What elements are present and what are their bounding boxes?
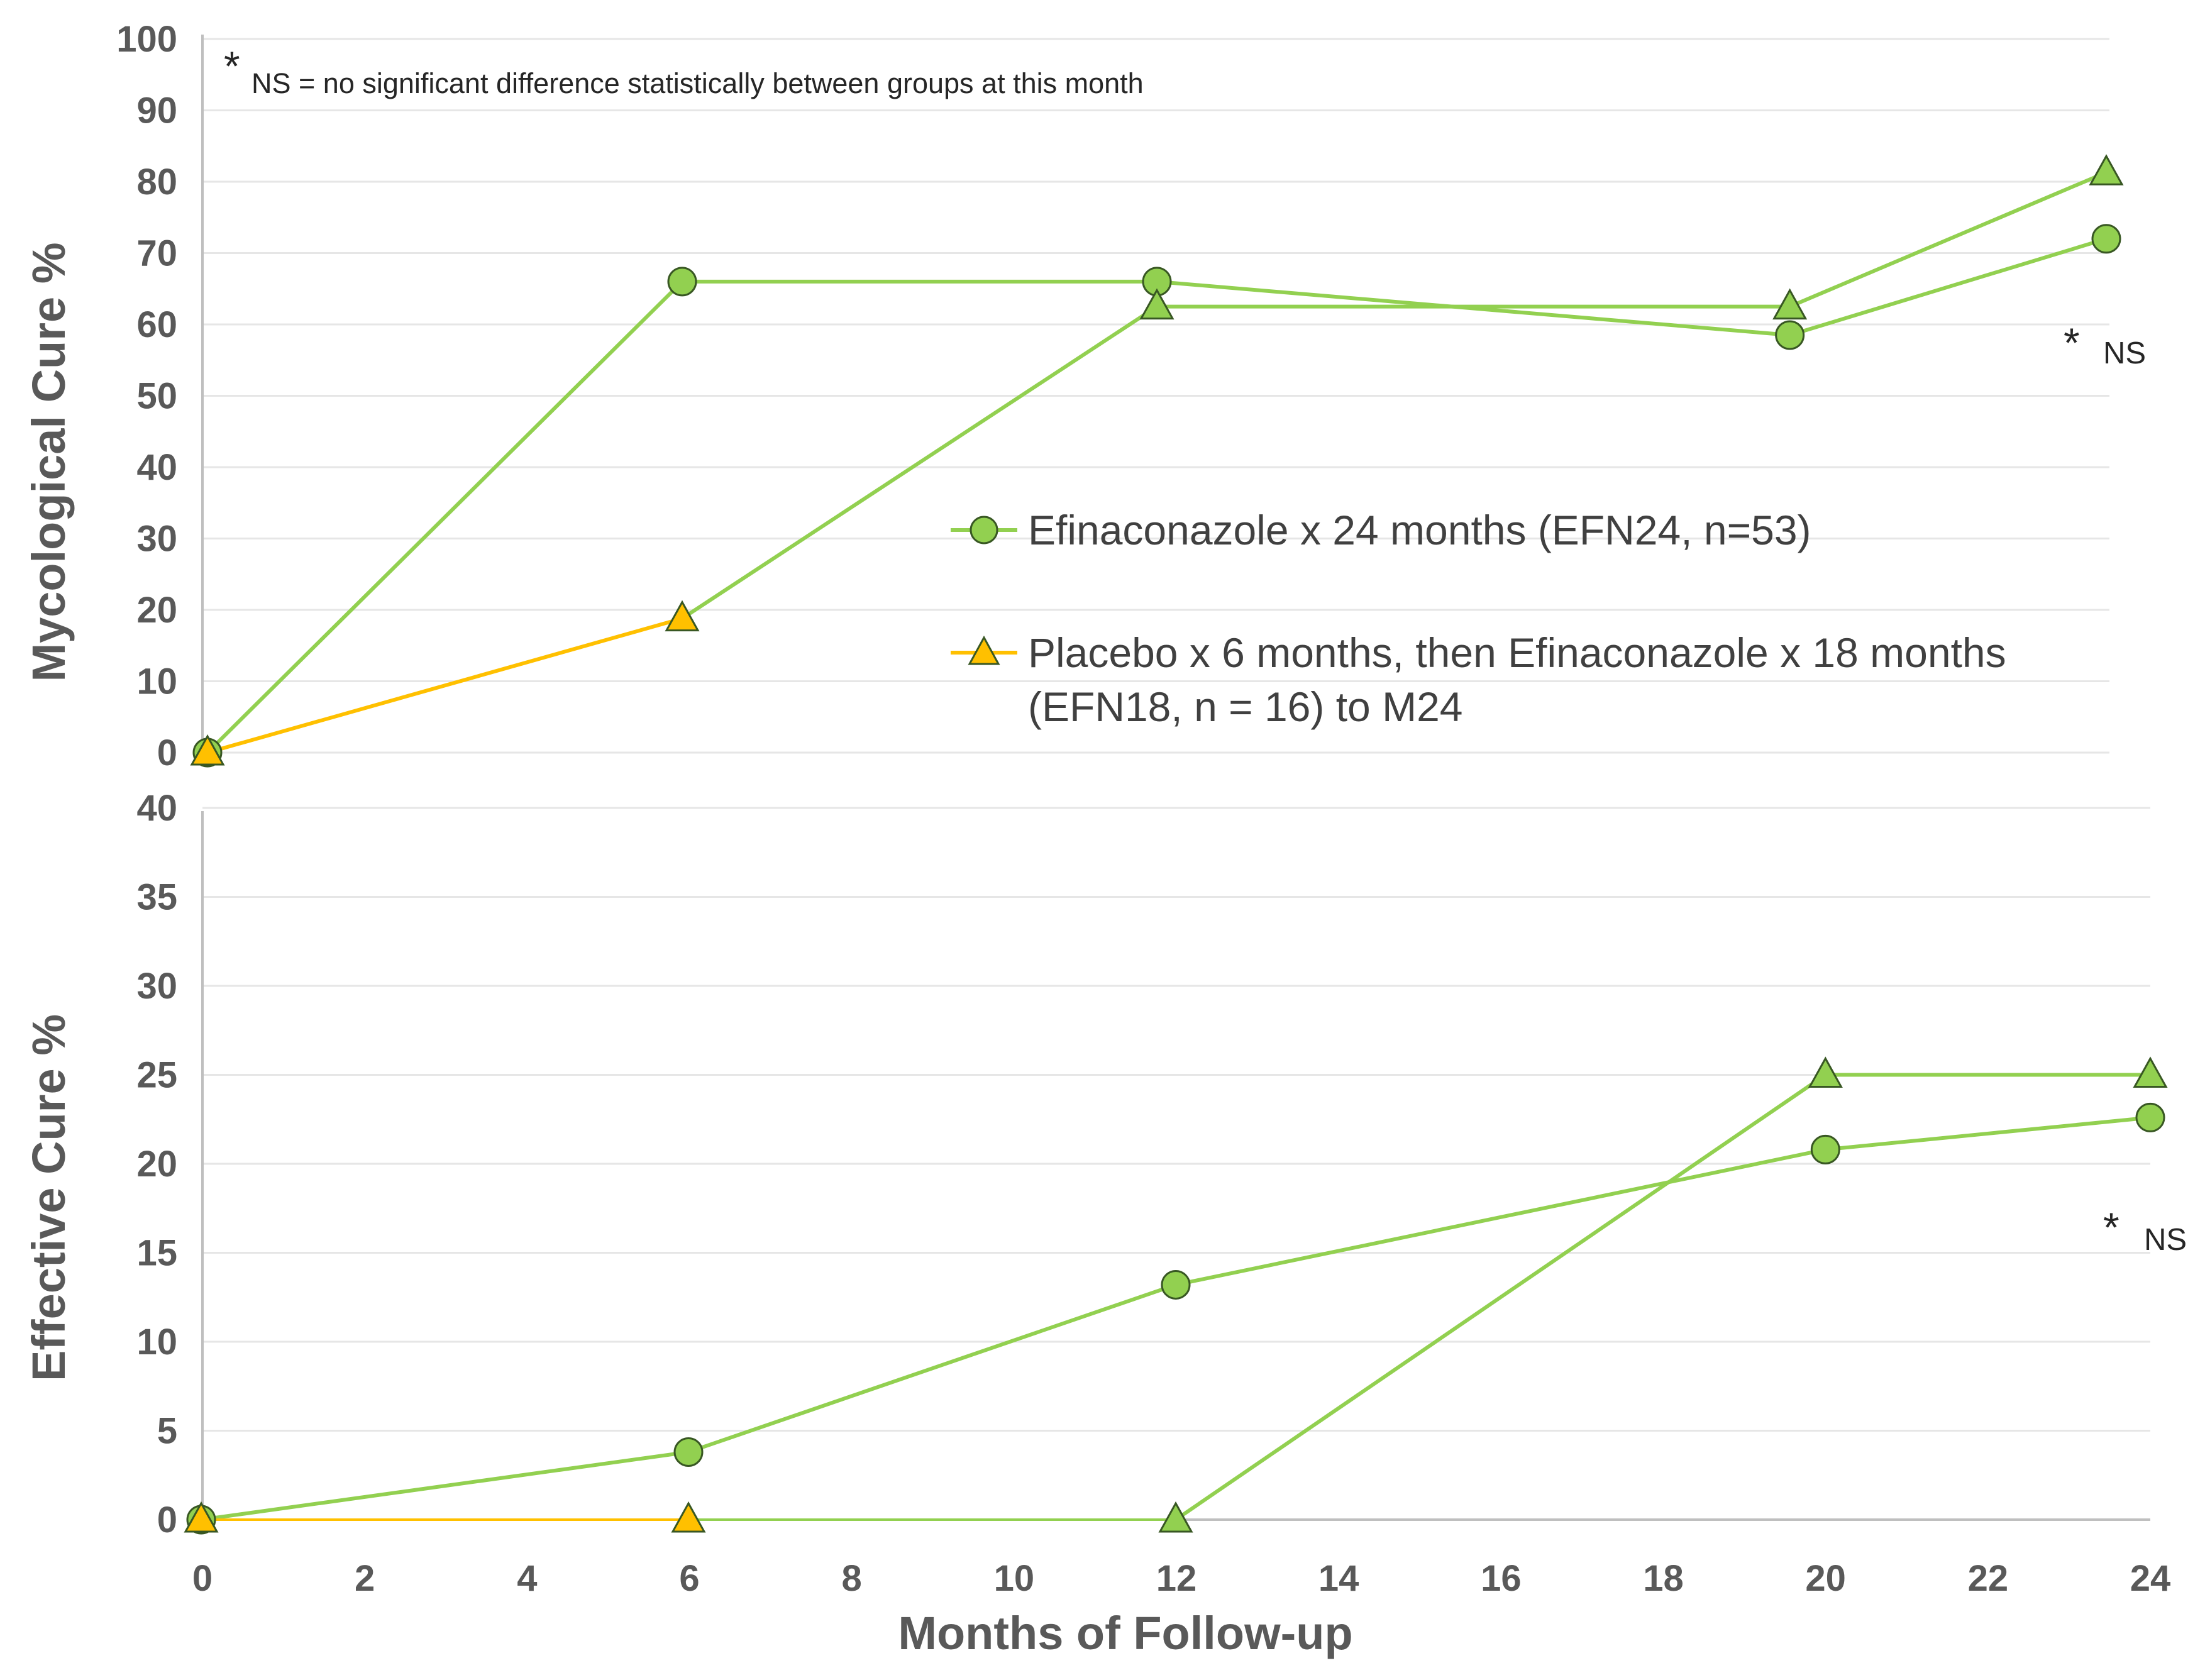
y-tick-label: 30 xyxy=(136,966,177,1007)
y-tick-label: 0 xyxy=(157,732,177,773)
efn18-line-segment xyxy=(1174,1073,1827,1522)
effective-gridlines xyxy=(202,807,2150,1432)
effective-ns-annotation: * NS xyxy=(2103,1204,2187,1257)
efn18-point xyxy=(1139,288,1174,320)
y-tick-label: 15 xyxy=(136,1233,177,1274)
y-tick-label: 35 xyxy=(136,877,177,918)
efn24-line-segment xyxy=(201,1450,689,1522)
y-tick-label: 40 xyxy=(136,788,177,829)
y-tick-label: 50 xyxy=(136,376,177,417)
ns-star: * xyxy=(2103,1204,2119,1251)
efn18-point xyxy=(184,1501,219,1533)
efn24-point xyxy=(2091,224,2121,254)
legend-label-efn18-line2: (EFN18, n = 16) to M24 xyxy=(1028,683,1463,730)
mycological-series-markers xyxy=(190,154,2124,768)
y-tick-label: 70 xyxy=(136,233,177,274)
footnote: * NS = no significant difference statist… xyxy=(224,43,1144,99)
efn18-point xyxy=(2089,154,2124,185)
x-tick-label: 8 xyxy=(842,1558,862,1599)
efn24-point xyxy=(2135,1102,2165,1132)
x-tick-label: 14 xyxy=(1318,1558,1359,1599)
x-tick-label: 20 xyxy=(1805,1558,1846,1599)
y-tick-label: 10 xyxy=(136,1322,177,1362)
efn18-line-segment xyxy=(1789,170,2108,309)
efn18-point xyxy=(1808,1056,1843,1088)
efn24-point xyxy=(1775,320,1805,350)
y-tick-label: 5 xyxy=(157,1411,177,1452)
effective-series-lines xyxy=(201,1073,2151,1522)
x-axis-title: Months of Follow-up xyxy=(898,1607,1352,1659)
y-tick-label: 60 xyxy=(136,304,177,345)
x-tick-label: 4 xyxy=(517,1558,537,1599)
effective-series-markers xyxy=(184,1056,2168,1535)
x-tick-label: 22 xyxy=(1968,1558,2009,1599)
efn24-point xyxy=(673,1437,704,1467)
efn24-point xyxy=(1810,1134,1840,1164)
legend: Efinaconazole x 24 months (EFN24, n=53) … xyxy=(951,507,2006,730)
efn24-line-segment xyxy=(1175,1147,1826,1287)
efn18-line-segment xyxy=(207,616,683,754)
y-tick-label: 0 xyxy=(157,1500,177,1540)
legend-marker-circle xyxy=(970,516,998,544)
efn24-line-segment xyxy=(1789,236,2107,337)
x-tick-labels: 0 2 4 6 8 10 12 14 16 18 20 22 24 xyxy=(192,1558,2170,1599)
x-tick-label: 12 xyxy=(1156,1558,1197,1599)
y-tick-label: 20 xyxy=(136,590,177,631)
efn24-line-segment xyxy=(206,280,684,754)
efn18-point xyxy=(665,600,700,632)
efn18-point xyxy=(190,734,225,766)
mycological-series-lines xyxy=(206,170,2108,754)
efn24-point xyxy=(667,267,697,297)
efn24-line-segment xyxy=(688,1283,1176,1454)
x-tick-label: 16 xyxy=(1481,1558,1522,1599)
legend-marker-triangle xyxy=(968,635,1000,665)
mycological-gridlines xyxy=(202,38,2109,754)
x-tick-label: 18 xyxy=(1643,1558,1684,1599)
x-tick-label: 0 xyxy=(192,1558,213,1599)
x-tick-label: 24 xyxy=(2130,1558,2171,1599)
efn18-point xyxy=(1158,1501,1193,1533)
footnote-text: NS = no significant difference statistic… xyxy=(251,67,1144,99)
ns-star: * xyxy=(2064,319,2080,366)
efn24-point xyxy=(1161,1269,1191,1300)
x-tick-label: 10 xyxy=(994,1558,1035,1599)
effective-y-tick-labels: 0 5 10 15 20 25 30 35 40 xyxy=(136,788,177,1540)
y-tick-label: 40 xyxy=(136,447,177,488)
y-tick-label: 80 xyxy=(136,162,177,202)
y-tick-label: 30 xyxy=(136,519,177,560)
y-tick-label: 90 xyxy=(136,91,177,131)
mycological-cure-panel: 0 10 20 30 40 50 60 70 80 90 100 Mycological Cure … xyxy=(23,19,2146,773)
efn18-point xyxy=(2133,1056,2168,1088)
ns-label: NS xyxy=(2144,1223,2187,1257)
mycological-ns-annotation: * NS xyxy=(2064,319,2146,370)
mycological-y-axis-title: Mycological Cure % xyxy=(23,242,75,682)
ns-label: NS xyxy=(2103,336,2146,370)
efn18-line-segment xyxy=(681,305,1158,621)
y-tick-label: 20 xyxy=(136,1144,177,1185)
y-tick-label: 25 xyxy=(136,1055,177,1096)
effective-y-axis-title: Effective Cure % xyxy=(23,1014,75,1381)
legend-entry-efn24: Efinaconazole x 24 months (EFN24, n=53) xyxy=(951,507,1811,553)
x-tick-label: 2 xyxy=(355,1558,375,1599)
legend-label-efn18-line1: Placebo x 6 months, then Efinaconazole x… xyxy=(1028,629,2006,676)
mycological-y-tick-labels: 0 10 20 30 40 50 60 70 80 90 100 xyxy=(116,19,177,773)
y-tick-label: 10 xyxy=(136,661,177,702)
footnote-star: * xyxy=(224,43,240,89)
legend-entry-efn18: Placebo x 6 months, then Efinaconazole x… xyxy=(951,629,2006,730)
efn24-line-segment xyxy=(1825,1115,2151,1152)
y-tick-label: 100 xyxy=(116,19,177,60)
efn18-point xyxy=(1772,288,1808,320)
efn18-point xyxy=(671,1501,706,1533)
legend-label-efn24: Efinaconazole x 24 months (EFN24, n=53) xyxy=(1028,507,1811,553)
x-tick-label: 6 xyxy=(679,1558,699,1599)
